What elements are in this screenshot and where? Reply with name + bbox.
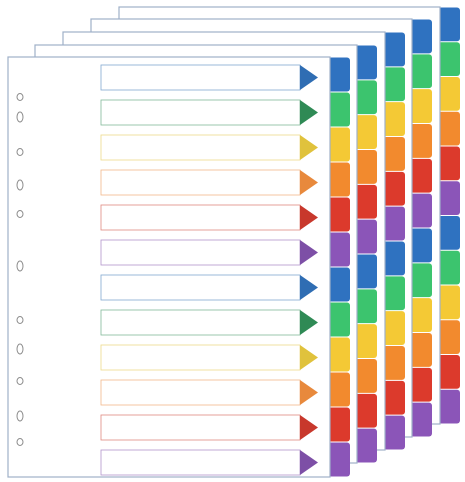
colour-tab	[355, 428, 377, 463]
arrow-marker	[300, 380, 318, 405]
colour-tab	[410, 89, 432, 123]
colour-tab	[410, 193, 432, 228]
colour-tab	[410, 124, 432, 158]
colour-tab	[438, 181, 460, 215]
colour-tab	[438, 355, 460, 389]
colour-tab	[438, 216, 460, 250]
colour-tab	[355, 184, 377, 219]
colour-tab	[438, 111, 460, 146]
colour-tab	[355, 80, 377, 115]
colour-tab	[383, 102, 405, 136]
punch-hole	[16, 410, 24, 422]
punch-hole	[16, 343, 24, 355]
colour-tab	[355, 359, 377, 393]
colour-tab	[438, 250, 460, 285]
label-box	[100, 379, 301, 406]
label-box	[100, 274, 301, 301]
colour-tab	[410, 228, 432, 263]
colour-tab	[355, 324, 377, 358]
colour-tab	[355, 393, 377, 428]
colour-tab	[355, 115, 377, 149]
colour-tab	[438, 285, 460, 320]
label-box	[100, 344, 301, 371]
punch-hole	[16, 93, 24, 101]
colour-tab	[438, 389, 460, 424]
label-box	[100, 99, 301, 126]
label-box	[100, 204, 301, 231]
colour-tab	[328, 337, 350, 372]
divider-sheet	[7, 56, 350, 478]
label-box	[100, 169, 301, 196]
colour-tab	[328, 267, 350, 302]
colour-tab	[410, 19, 432, 54]
colour-tab	[383, 67, 405, 102]
colour-tab	[410, 54, 432, 89]
arrow-marker	[300, 100, 318, 125]
colour-tab	[438, 77, 460, 111]
colour-tab	[383, 346, 405, 380]
colour-tab	[410, 367, 432, 402]
label-box	[100, 449, 301, 476]
colour-tab	[328, 372, 350, 407]
arrow-marker	[300, 240, 318, 265]
colour-tab	[410, 263, 432, 298]
arrow-marker	[300, 310, 318, 335]
colour-tab	[383, 137, 405, 171]
colour-tab	[328, 57, 350, 92]
punch-hole	[16, 438, 24, 446]
colour-tab	[383, 241, 405, 276]
colour-tab	[383, 380, 405, 415]
colour-tab	[438, 42, 460, 76]
colour-tab	[328, 407, 350, 442]
label-box	[100, 414, 301, 441]
punch-hole	[16, 377, 24, 385]
colour-tab	[328, 127, 350, 162]
label-box	[100, 309, 301, 336]
punch-hole	[16, 316, 24, 324]
colour-tab	[383, 311, 405, 345]
arrow-marker	[300, 205, 318, 230]
colour-tab	[355, 219, 377, 254]
colour-tab	[383, 276, 405, 311]
colour-tab	[410, 298, 432, 332]
arrow-marker	[300, 135, 318, 160]
label-box	[100, 64, 301, 91]
colour-tab	[410, 333, 432, 367]
colour-tab	[383, 415, 405, 450]
arrow-marker	[300, 450, 318, 475]
colour-tab	[328, 302, 350, 337]
punch-hole	[16, 210, 24, 218]
colour-tab	[328, 232, 350, 267]
colour-tab	[410, 158, 432, 193]
colour-tab	[383, 32, 405, 67]
punch-hole	[16, 260, 24, 272]
colour-tab	[438, 320, 460, 354]
label-box	[100, 239, 301, 266]
label-box	[100, 134, 301, 161]
colour-tab	[328, 162, 350, 197]
colour-tab	[328, 197, 350, 232]
punch-hole	[16, 111, 24, 123]
colour-tab	[328, 92, 350, 127]
colour-tab	[355, 254, 377, 289]
arrow-marker	[300, 415, 318, 440]
colour-tab	[355, 289, 377, 324]
colour-tab	[383, 171, 405, 206]
colour-tab	[410, 402, 432, 437]
colour-tab	[355, 45, 377, 80]
arrow-marker	[300, 65, 318, 90]
sheet	[7, 56, 331, 478]
arrow-marker	[300, 170, 318, 195]
colour-tab	[355, 150, 377, 184]
punch-hole	[16, 148, 24, 156]
colour-tab	[328, 442, 350, 477]
arrow-marker	[300, 275, 318, 300]
colour-tab	[438, 146, 460, 181]
colour-tab	[383, 206, 405, 241]
punch-hole	[16, 179, 24, 191]
colour-tab	[438, 7, 460, 42]
arrow-marker	[300, 345, 318, 370]
